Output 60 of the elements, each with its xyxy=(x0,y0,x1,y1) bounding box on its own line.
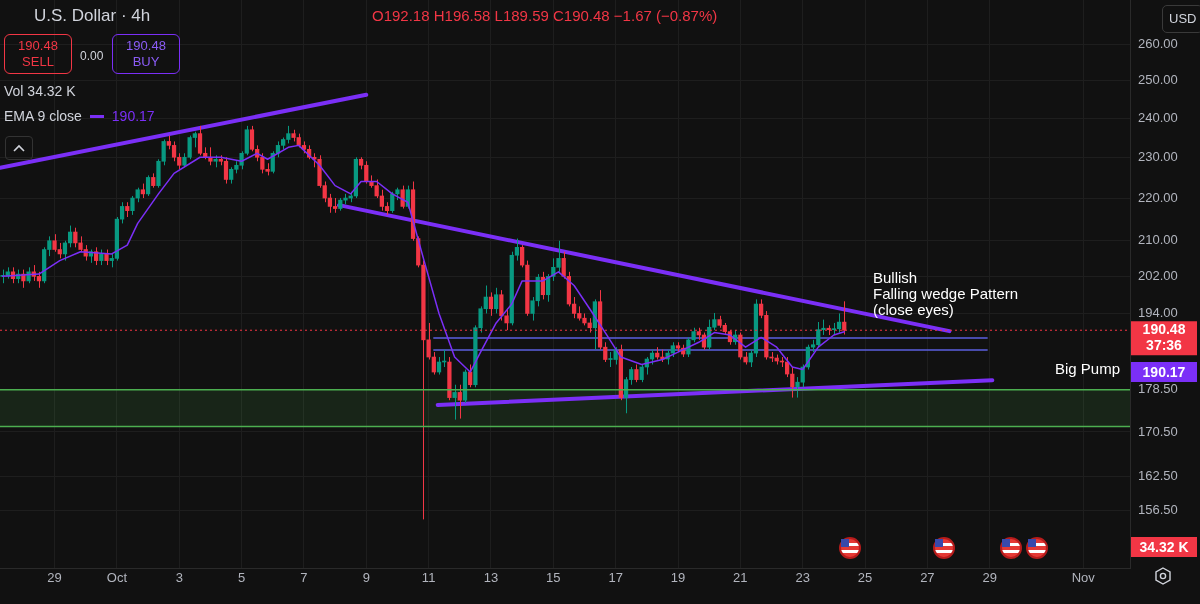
y-tick-label: 210.00 xyxy=(1138,232,1178,248)
y-tick-label: 178.50 xyxy=(1138,381,1178,397)
candlestick xyxy=(603,341,608,363)
x-tick-label: 19 xyxy=(670,570,686,586)
ref-line-label: 190.48 37:36 xyxy=(1142,321,1186,354)
candlestick xyxy=(790,366,795,399)
y-tick-label: 194.00 xyxy=(1138,305,1178,321)
candlestick xyxy=(452,384,457,421)
annotation: O192.18 H196.58 L189.59 C190.48 −1.67 (−0.87%) xyxy=(372,7,718,24)
candlestick xyxy=(488,291,494,317)
y-tick-label: 220.00 xyxy=(1138,189,1178,205)
x-tick-label: 21 xyxy=(733,570,748,586)
x-tick-label: 13 xyxy=(483,570,499,586)
text: 34.32 K xyxy=(1131,537,1197,557)
annotation: 190.48 BUY xyxy=(112,34,180,74)
y-tick-label: 162.50 xyxy=(1138,467,1178,483)
candlestick xyxy=(494,287,499,314)
candlestick xyxy=(73,227,78,248)
candlestick xyxy=(130,195,135,216)
annotation: 190.17 xyxy=(111,108,155,124)
x-tick-label: 29 xyxy=(47,570,62,586)
candlestick xyxy=(504,308,509,331)
chart-title: U.S. Dollar · 4h xyxy=(34,6,151,25)
candlestick xyxy=(431,351,436,376)
x-tick-label: Oct xyxy=(106,570,128,586)
candlestick xyxy=(520,244,525,268)
annotation: 0.00 xyxy=(80,48,104,64)
annotation: Bullish Falling wedge Pattern (close eyes) xyxy=(873,269,1019,318)
annotation: 190.48 SELL xyxy=(4,34,72,74)
y-tick-label: 250.00 xyxy=(1138,72,1178,88)
candlestick xyxy=(171,140,177,162)
x-tick-label: 15 xyxy=(546,570,561,586)
y-tick-label: 240.00 xyxy=(1138,109,1178,125)
x-tick-label: 9 xyxy=(362,570,370,586)
x-tick-label: 3 xyxy=(175,570,183,586)
y-tick-label: 230.00 xyxy=(1138,148,1178,164)
x-tick-label: Nov xyxy=(1071,570,1096,586)
candlestick xyxy=(686,336,691,358)
x-tick-label: 5 xyxy=(237,570,246,586)
text: USD xyxy=(1162,5,1200,33)
candlestick xyxy=(327,193,333,214)
x-tick-label: 7 xyxy=(300,570,308,586)
annotation: Vol 34.32 K xyxy=(4,83,76,99)
x-tick-label: 23 xyxy=(795,570,810,586)
legend-label: EMA 9 close xyxy=(4,108,82,124)
x-tick-label: 17 xyxy=(608,570,623,586)
y-tick-label: 260.00 xyxy=(1138,36,1178,52)
text: 190.17 xyxy=(1142,364,1186,380)
x-tick-label: 29 xyxy=(982,570,997,586)
y-tick-label: 170.50 xyxy=(1138,423,1178,439)
x-tick-label: 11 xyxy=(421,570,436,586)
candlestick xyxy=(68,225,73,248)
x-tick-label: 27 xyxy=(920,570,935,586)
candlestick xyxy=(571,296,577,319)
candlestick xyxy=(499,289,504,322)
y-tick-label: 202.00 xyxy=(1138,267,1178,283)
annotation: Big Pump xyxy=(1055,360,1121,377)
y-tick-label: 156.50 xyxy=(1138,502,1178,518)
candlestick xyxy=(119,201,125,224)
x-tick-label: 25 xyxy=(857,570,873,586)
